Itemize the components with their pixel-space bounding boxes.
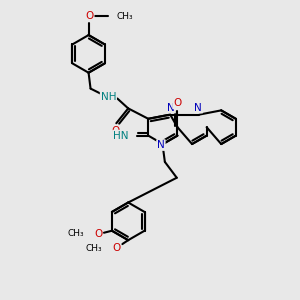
Text: NH: NH (100, 92, 116, 101)
Text: CH₃: CH₃ (86, 244, 102, 253)
Text: N: N (157, 140, 165, 150)
Text: N: N (167, 103, 175, 112)
Text: CH₃: CH₃ (68, 229, 84, 238)
Text: O: O (85, 11, 94, 21)
Text: O: O (112, 243, 120, 253)
Text: HN: HN (113, 130, 128, 141)
Text: O: O (111, 126, 119, 136)
Text: CH₃: CH₃ (116, 12, 133, 21)
Text: O: O (94, 229, 102, 239)
Text: O: O (173, 98, 181, 108)
Text: N: N (194, 103, 202, 112)
